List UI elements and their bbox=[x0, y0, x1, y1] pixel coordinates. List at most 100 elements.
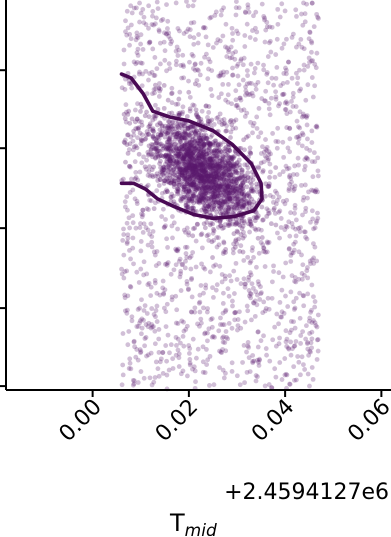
sample-point bbox=[313, 189, 318, 195]
sample-point bbox=[129, 85, 135, 91]
sample-point bbox=[155, 148, 161, 154]
sample-point bbox=[178, 268, 184, 274]
sample-point bbox=[221, 174, 227, 180]
sample-point bbox=[198, 283, 204, 288]
sample-point bbox=[176, 182, 182, 188]
sample-point bbox=[265, 240, 271, 246]
sample-point bbox=[188, 266, 194, 272]
sample-point bbox=[210, 191, 216, 196]
sample-point bbox=[183, 188, 189, 194]
sample-point bbox=[143, 335, 149, 340]
sample-point bbox=[206, 204, 212, 210]
sample-point bbox=[189, 294, 195, 300]
sample-point bbox=[122, 199, 128, 205]
sample-point bbox=[239, 182, 244, 188]
sample-point bbox=[277, 235, 282, 241]
sample-point bbox=[163, 324, 169, 329]
sample-point bbox=[235, 194, 240, 200]
sample-point bbox=[208, 185, 214, 190]
sample-point bbox=[143, 322, 149, 327]
sample-point bbox=[150, 154, 155, 160]
sample-point bbox=[171, 158, 177, 164]
sample-point bbox=[311, 294, 316, 300]
sample-point bbox=[197, 118, 202, 124]
sample-point bbox=[303, 209, 308, 215]
sample-point bbox=[190, 53, 196, 59]
sample-point bbox=[254, 184, 260, 190]
sample-point bbox=[190, 151, 195, 157]
sample-point bbox=[273, 52, 279, 57]
sample-point bbox=[314, 218, 320, 224]
sample-point bbox=[179, 318, 185, 324]
sample-point bbox=[179, 142, 185, 148]
sample-point bbox=[277, 14, 283, 20]
sample-point bbox=[308, 340, 314, 346]
sample-point bbox=[138, 349, 144, 355]
sample-point bbox=[264, 213, 270, 219]
sample-point bbox=[140, 71, 145, 77]
sample-point bbox=[198, 173, 204, 179]
sample-point bbox=[139, 325, 145, 331]
sample-point bbox=[199, 185, 205, 191]
sample-point bbox=[134, 34, 140, 39]
sample-point bbox=[244, 184, 250, 190]
sample-point bbox=[147, 164, 152, 170]
sample-point bbox=[279, 1, 285, 7]
sample-point bbox=[203, 136, 209, 142]
sample-point bbox=[160, 165, 166, 171]
sample-point bbox=[178, 271, 183, 277]
sample-point bbox=[291, 343, 297, 349]
sample-point bbox=[134, 201, 140, 207]
sample-point bbox=[310, 188, 316, 194]
sample-point bbox=[195, 162, 200, 168]
sample-point bbox=[285, 145, 291, 151]
sample-point bbox=[191, 41, 197, 47]
sample-point bbox=[168, 198, 174, 204]
sample-point bbox=[252, 313, 258, 319]
sample-point bbox=[303, 323, 309, 329]
sample-point bbox=[178, 288, 184, 293]
sample-point bbox=[157, 81, 162, 86]
sample-point bbox=[128, 366, 134, 372]
sample-point bbox=[226, 173, 232, 178]
sample-point bbox=[315, 337, 321, 342]
sample-point bbox=[199, 153, 204, 159]
sample-point bbox=[203, 194, 209, 200]
sample-point bbox=[226, 166, 232, 172]
sample-point bbox=[265, 54, 271, 59]
sample-point bbox=[217, 365, 222, 370]
sample-point bbox=[189, 182, 194, 187]
sample-point bbox=[185, 146, 190, 152]
sample-point bbox=[142, 303, 148, 309]
sample-point bbox=[196, 115, 202, 121]
sample-point bbox=[309, 159, 315, 165]
sample-point bbox=[175, 151, 181, 157]
sample-point bbox=[234, 373, 240, 379]
sample-point bbox=[192, 163, 198, 169]
sample-point bbox=[181, 135, 187, 141]
sample-point bbox=[201, 178, 207, 184]
sample-point bbox=[237, 309, 242, 315]
sample-point bbox=[282, 356, 288, 361]
sample-point bbox=[180, 161, 185, 166]
sample-point bbox=[167, 172, 173, 178]
sample-point bbox=[151, 249, 157, 255]
sample-point bbox=[261, 299, 267, 305]
sample-point bbox=[212, 179, 217, 185]
sample-point bbox=[224, 334, 229, 340]
sample-point bbox=[213, 158, 219, 163]
sample-point bbox=[218, 197, 224, 203]
sample-point bbox=[154, 249, 160, 254]
sample-point bbox=[149, 322, 155, 327]
sample-point bbox=[189, 155, 195, 161]
sample-point bbox=[197, 156, 203, 162]
sample-point bbox=[191, 35, 197, 41]
sample-point bbox=[189, 205, 195, 211]
sample-point bbox=[174, 188, 180, 194]
sample-point bbox=[217, 73, 223, 79]
sample-point bbox=[221, 177, 227, 183]
x-tick-label: 0.06 bbox=[343, 395, 391, 447]
sample-point bbox=[222, 148, 228, 154]
sample-point bbox=[242, 44, 248, 49]
sample-point bbox=[155, 173, 161, 179]
